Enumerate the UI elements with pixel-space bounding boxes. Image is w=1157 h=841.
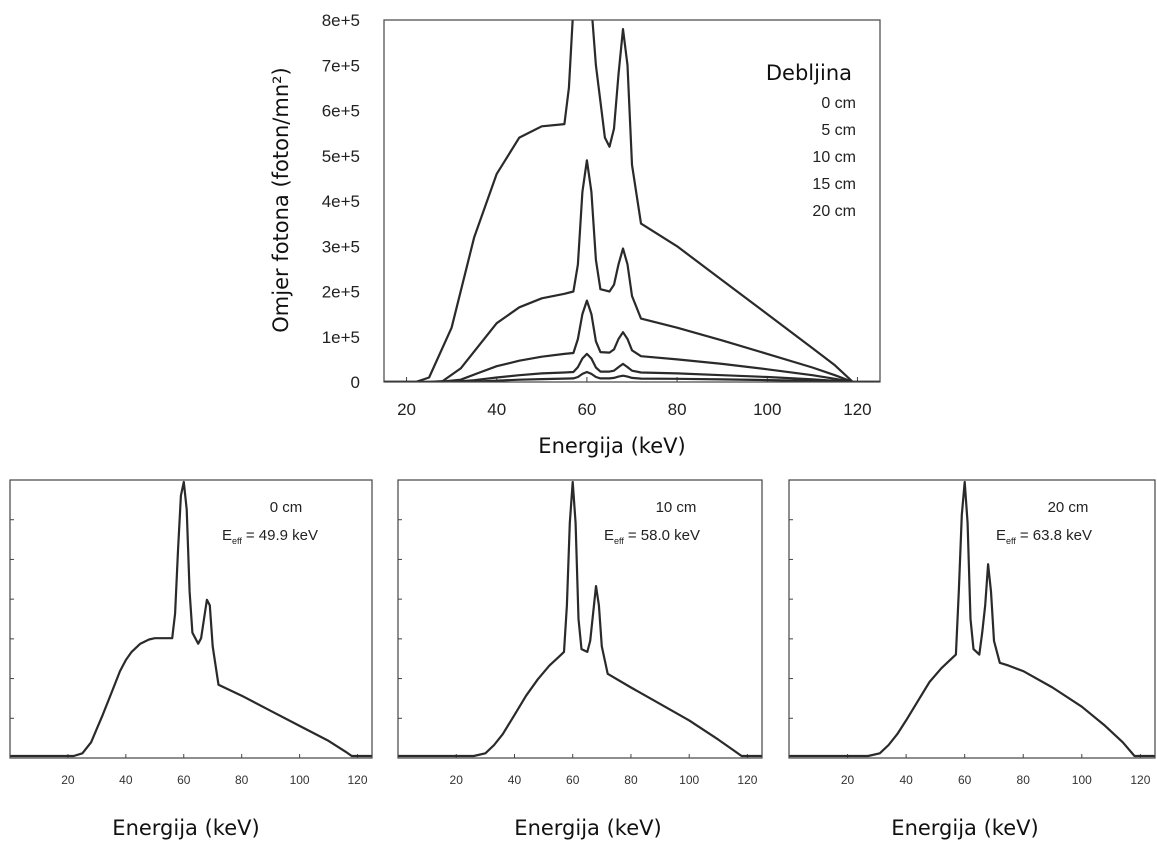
main-y-tick-label: 3e+5 [322,237,360,256]
legend-items: 0 cm 5 cm 10 cm 15 cm 20 cm [812,95,856,220]
panel-10cm-x-axis-label: Energija (keV) [514,816,661,840]
panel-20cm-eff: Eeff = 63.8 keV [996,527,1092,546]
legend-title: Debljina [766,61,852,85]
main-x-ticks: 20 40 60 80 100 120 [397,377,872,419]
main-y-tick-label: 6e+5 [322,102,360,121]
main-x-tick-label: 20 [397,400,416,419]
panel-0cm-eff: Eeff = 49.9 keV [222,527,318,546]
main-x-tick-label: 100 [753,400,781,419]
panel-x-tick-label: 100 [290,773,310,787]
panel-x-tick-label: 60 [177,773,191,787]
panel-x-tick-label: 80 [1017,773,1031,787]
legend-item: 0 cm [821,95,856,112]
main-y-ticks: 0 1e+5 2e+5 3e+5 4e+5 5e+5 6e+5 7e+5 8e+5 [322,11,360,392]
panel-x-tick-label: 100 [1072,773,1092,787]
main-x-tick-label: 120 [843,400,871,419]
panel-x-tick-label: 40 [119,773,133,787]
main-x-tick-label: 40 [487,400,506,419]
panel-10cm-annotation: 10 cm [656,499,697,516]
main-x-tick-label: 80 [668,400,687,419]
panel-20cm: 20 40 60 80 100 120 20 cm Eeff = 63.8 keV Ener… [788,479,1156,840]
main-series-line [384,299,880,382]
main-y-tick-label: 1e+5 [322,328,360,347]
main-curves [384,20,880,382]
main-y-tick-label: 0 [351,373,360,392]
panel-0cm: 20 40 60 80 100 120 0 cm Eeff = 49.9 keV Energ… [9,479,373,840]
panel-0cm-frame [9,479,373,759]
panel-10cm: 20 40 60 80 100 120 10 cm Eeff = 58.0 keV Ener… [397,479,763,840]
legend-item: 15 cm [812,176,856,193]
panel-x-tick-label: 20 [61,773,75,787]
main-y-tick-label: 2e+5 [322,283,360,302]
panel-0cm-annotation: 0 cm [270,499,303,516]
panel-x-tick-label: 120 [737,773,757,787]
main-series-line [384,20,880,382]
panel-x-tick-label: 60 [958,773,972,787]
panel-x-tick-label: 20 [841,773,855,787]
legend-item: 5 cm [821,122,856,139]
panel-x-tick-label: 120 [1130,773,1150,787]
main-x-tick-label: 60 [577,400,596,419]
panel-20cm-annotation: 20 cm [1048,499,1089,516]
panel-x-tick-label: 60 [566,773,580,787]
panel-20cm-x-axis-label: Energija (keV) [891,816,1038,840]
panel-0cm-x-axis-label: Energija (keV) [112,816,259,840]
legend-item: 10 cm [812,149,856,166]
main-chart: Omjer fotona (foton/mn²) 0 1e+5 2e+5 3e+5 4e… [269,11,881,458]
panel-10cm-ticks: 20 40 60 80 100 120 [398,519,758,787]
main-y-axis-label: Omjer fotona (foton/mn²) [269,67,293,333]
panel-10cm-frame [397,479,763,759]
legend-item: 20 cm [812,203,856,220]
panel-10cm-curve [398,480,762,758]
panel-20cm-curve [789,480,1155,758]
panel-x-tick-label: 40 [899,773,913,787]
panel-x-tick-label: 120 [348,773,368,787]
panel-x-tick-label: 80 [235,773,249,787]
panel-x-tick-label: 20 [450,773,464,787]
panel-0cm-curve [10,480,372,758]
legend: Debljina 0 cm 5 cm 10 cm 15 cm 20 cm [766,61,856,220]
panel-10cm-eff: Eeff = 58.0 keV [604,527,700,546]
main-plot-frame [383,19,881,383]
panel-0cm-ticks: 20 40 60 80 100 120 [10,519,368,787]
main-series-line [384,159,880,382]
panel-x-tick-label: 40 [508,773,522,787]
main-y-tick-label: 8e+5 [322,11,360,30]
main-series-line [384,370,880,382]
main-y-tick-label: 7e+5 [322,56,360,75]
panel-x-tick-label: 80 [624,773,638,787]
main-y-tick-label: 5e+5 [322,147,360,166]
main-series-line [384,352,880,382]
panel-x-tick-label: 100 [679,773,699,787]
panel-20cm-frame [788,479,1156,759]
panel-20cm-ticks: 20 40 60 80 100 120 [789,519,1151,787]
main-y-tick-label: 4e+5 [322,192,360,211]
main-x-axis-label: Energija (keV) [538,434,685,458]
